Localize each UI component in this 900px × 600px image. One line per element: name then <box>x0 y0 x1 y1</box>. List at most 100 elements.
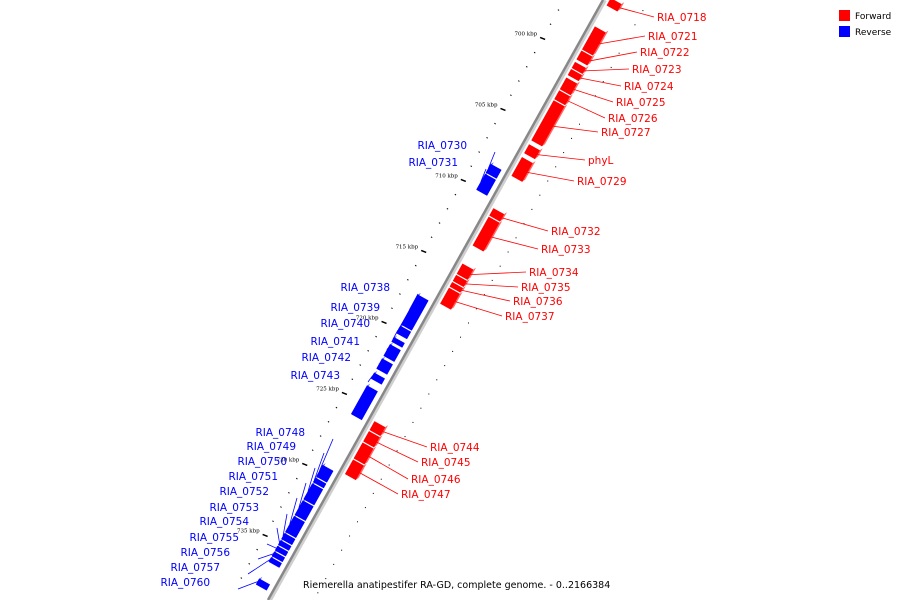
forward-gene-label: RIA_0729 <box>577 176 627 188</box>
gene-arrow-top <box>285 514 298 532</box>
label-leader <box>461 289 511 302</box>
forward-gene-label: RIA_0737 <box>505 311 555 323</box>
reverse-gene-label: RIA_0738 <box>340 282 390 294</box>
label-leader <box>455 301 503 317</box>
gene-arrow-top <box>522 161 536 182</box>
tick-mark <box>359 364 362 366</box>
backbone-shadow <box>268 0 607 600</box>
tick-mark <box>367 350 370 352</box>
label-leader <box>488 151 496 169</box>
tick-mark <box>406 279 409 281</box>
tick-label: 730 kbp <box>277 457 300 463</box>
reverse-gene-label: RIA_0757 <box>170 562 220 574</box>
label-leader <box>619 7 655 18</box>
gene-arrow-top <box>592 30 609 56</box>
tick-mark <box>272 520 274 523</box>
label-leader <box>368 456 409 480</box>
gene-arrow-top <box>275 544 281 551</box>
tick-mark <box>399 293 401 295</box>
tick-label: 700 kbp <box>514 31 537 37</box>
gene-arrow-top <box>271 549 278 557</box>
tick-mark <box>478 151 481 153</box>
tick-mark <box>533 51 536 54</box>
gene-arrow-top <box>617 2 625 12</box>
tick-mark <box>295 477 298 480</box>
gene-arrow-top <box>268 555 275 562</box>
gene-arrow-top <box>256 576 263 585</box>
gene-arrow-top <box>383 342 394 356</box>
forward-gene-label: RIA_0734 <box>529 267 579 279</box>
gene-arrow <box>472 216 500 252</box>
forward-gene-label: RIA_0718 <box>657 12 707 24</box>
tick-mark <box>319 435 322 437</box>
tick-mark <box>446 208 449 210</box>
reverse-gene-label: RIA_0752 <box>219 486 269 498</box>
tick-label: 715 kbp <box>396 244 419 250</box>
label-leader <box>298 482 307 508</box>
genome-backbone <box>266 0 607 600</box>
tick-label: 720 kbp <box>356 315 379 321</box>
label-leader <box>247 559 271 575</box>
gene-arrow-top <box>486 162 494 173</box>
reverse-gene-label: RIA_0740 <box>320 318 370 330</box>
reverse-gene-label: RIA_0755 <box>189 532 239 544</box>
label-leader <box>480 168 487 182</box>
label-leader <box>319 438 334 471</box>
reverse-gene-label: RIA_0731 <box>408 157 458 169</box>
gene-labels: RIA_0718 RIA_0721 RIA_0722 RIA_0723 RIA_0724… <box>160 7 707 590</box>
tick-mark <box>494 122 496 125</box>
label-leader <box>501 217 549 232</box>
gene-arrow-top <box>371 370 378 379</box>
tick-marks: 700 kbp 705 kbp 710 kbp 715 kbp 720 kbp 725 k… <box>237 9 644 594</box>
label-leader <box>589 51 638 62</box>
forward-gene-label: RIA_0736 <box>513 296 563 308</box>
reverse-gene-label: RIA_0742 <box>301 352 351 364</box>
label-leader <box>382 431 428 448</box>
gene-arrow-top <box>534 148 543 159</box>
gene-arrow-top <box>565 94 573 105</box>
gene-arrow-top <box>500 212 507 222</box>
label-leader <box>537 154 586 161</box>
tick-mark <box>539 36 546 41</box>
forward-gene-label: RIA_0733 <box>541 244 591 256</box>
gene-arrow-top <box>303 481 316 500</box>
gene-arrow-top <box>355 463 367 480</box>
gene-arrow-top <box>281 531 288 539</box>
tick-mark <box>549 23 552 26</box>
label-leader <box>392 329 399 340</box>
label-leader <box>367 375 373 383</box>
tick-mark <box>460 178 467 183</box>
tick-mark <box>341 391 348 396</box>
tick-mark <box>438 222 441 224</box>
genome-caption: Riemerella anatipestifer RA-GD, complete… <box>303 580 610 591</box>
tick-mark <box>351 378 354 381</box>
gene-arrow-top <box>313 475 319 483</box>
gene-arrow-top <box>294 498 306 515</box>
reverse-gene-label: RIA_0750 <box>237 456 287 468</box>
tick-label: 710 kbp <box>435 173 458 179</box>
label-leader <box>307 467 316 492</box>
gene-arrow-top <box>467 267 477 280</box>
label-leader <box>573 88 614 103</box>
gene-arrow-top <box>364 446 377 465</box>
label-leader <box>465 283 519 288</box>
tick-mark <box>262 533 268 538</box>
label-leader <box>584 68 630 72</box>
gene-arrow-top <box>587 54 595 66</box>
gene-arrow-top <box>460 286 466 293</box>
gene-arrow-top <box>582 66 589 74</box>
tick-mark <box>327 421 330 423</box>
label-leader <box>289 497 298 525</box>
gene-arrow <box>370 372 386 385</box>
forward-gene-label: RIA_0735 <box>521 282 571 294</box>
reverse-gene-label: RIA_0730 <box>417 140 467 152</box>
reverse-gene-label: RIA_0756 <box>180 547 230 559</box>
forward-gene-label: RIA_0724 <box>624 81 674 93</box>
label-leader <box>553 125 599 133</box>
forward-gene-label: RIA_0746 <box>411 474 461 486</box>
legend-reverse-swatch <box>839 26 850 37</box>
gene-arrow-top <box>351 383 371 415</box>
legend-reverse-label: Reverse <box>855 28 892 38</box>
label-leader <box>386 347 389 351</box>
